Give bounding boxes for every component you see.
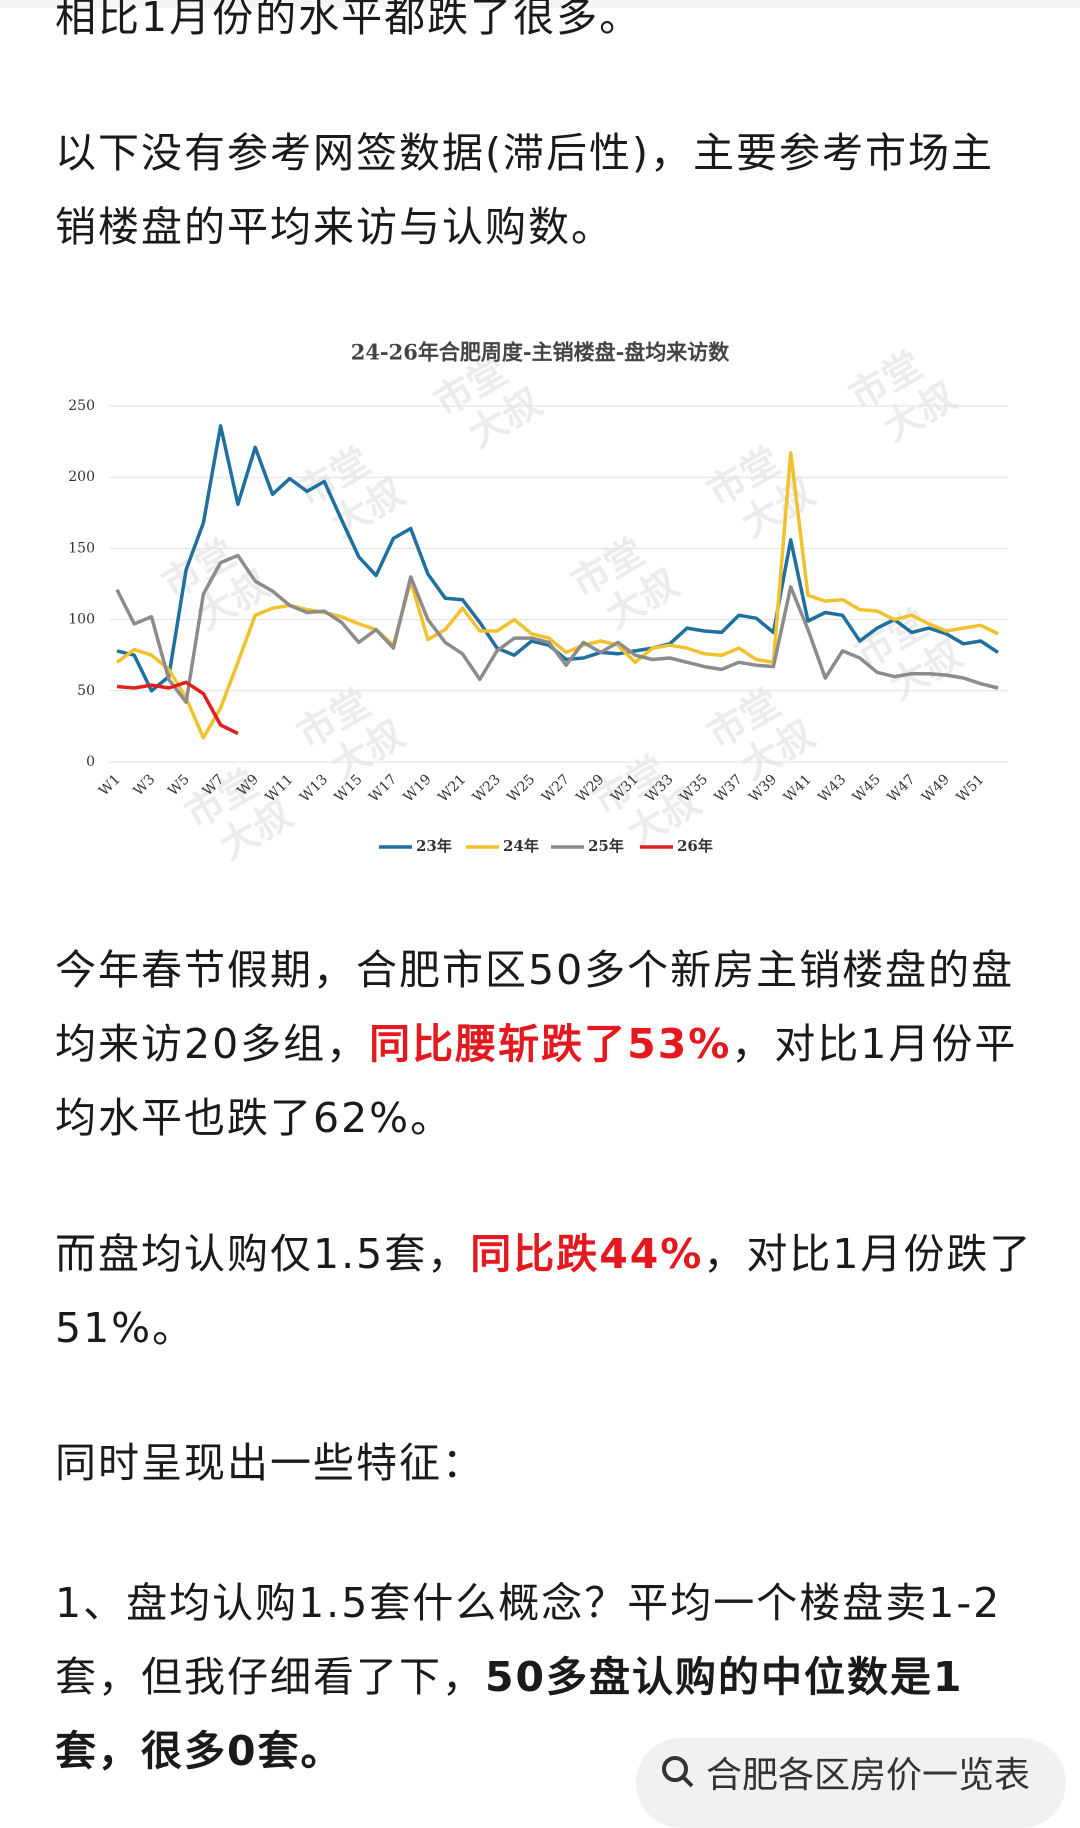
paragraph: 1、盘均认购1.5套什么概念？平均一个楼盘卖1-2套，但我仔细看了下，50多盘认… <box>55 1566 1035 1788</box>
x-tick-label: W1 <box>96 772 124 800</box>
paragraph: 而盘均认购仅1.5套，同比跌44%，对比1月份跌了51%。 <box>55 1217 1035 1365</box>
y-tick-label: 250 <box>68 398 95 414</box>
search-suggestion[interactable]: 合肥各区房价一览表 <box>636 1738 1066 1828</box>
text-run: 50多盘认购的中位数是1套，很多0套。 <box>55 1653 964 1775</box>
x-tick-label: W17 <box>366 772 400 806</box>
text-run: ，对比1月份平均水平也跌了62%。 <box>55 1020 1018 1142</box>
x-tick-label: W23 <box>470 772 504 806</box>
text-run: 同比跌44% <box>470 1230 704 1278</box>
x-tick-label: W49 <box>919 772 953 806</box>
x-tick-label: W3 <box>131 772 159 800</box>
text-run: 相比1月份的水平都跌了很多。 <box>55 0 643 41</box>
x-tick-label: W37 <box>712 772 746 806</box>
legend-label: 24年 <box>503 837 539 855</box>
x-tick-label: W27 <box>539 772 573 806</box>
y-tick-label: 150 <box>68 540 95 556</box>
series-line <box>115 553 999 704</box>
text-run: 今年春节假期，合肥市区50多个新房主销楼盘的盘均来访20多组， <box>55 946 1015 1068</box>
x-tick-label: W47 <box>884 772 918 806</box>
x-tick-label: W25 <box>504 772 538 806</box>
text-run: ，对比1月份跌了51%。 <box>55 1230 1033 1352</box>
y-tick-label: 0 <box>86 754 95 770</box>
legend-label: 26年 <box>677 837 713 855</box>
legend-label: 23年 <box>416 837 452 855</box>
series-line <box>115 451 999 740</box>
x-tick-label: W21 <box>435 772 469 806</box>
search-text: 合肥各区房价一览表 <box>706 1755 1031 1796</box>
text-run: 同比腰斩跌了53% <box>369 1020 732 1068</box>
search-icon <box>662 1756 694 1788</box>
text-run: 以下没有参考网签数据(滞后性)，主要参考市场主销楼盘的平均来访与认购数。 <box>55 129 994 251</box>
chart-title: 24-26年合肥周度-主销楼盘-盘均来访数 <box>351 340 731 365</box>
paragraph: 同时呈现出一些特征： <box>55 1426 1035 1500</box>
y-tick-label: 100 <box>68 612 95 628</box>
x-tick-label: W41 <box>781 772 815 806</box>
x-tick-label: W19 <box>401 772 435 806</box>
y-tick-label: 50 <box>77 683 95 699</box>
text-run: 同时呈现出一些特征： <box>55 1439 485 1487</box>
paragraph: 以下没有参考网签数据(滞后性)，主要参考市场主销楼盘的平均来访与认购数。 <box>55 116 1035 264</box>
text-run: 而盘均认购仅1.5套， <box>55 1230 471 1278</box>
paragraph: 今年春节假期，合肥市区50多个新房主销楼盘的盘均来访20多组，同比腰斩跌了53%… <box>55 933 1035 1155</box>
paragraph: 相比1月份的水平都跌了很多。 <box>55 0 1035 54</box>
y-tick-label: 200 <box>68 469 95 485</box>
x-tick-label: W51 <box>953 772 987 806</box>
x-tick-label: W13 <box>297 772 331 806</box>
x-tick-label: W45 <box>850 772 884 806</box>
top-edge <box>0 0 1080 8</box>
x-tick-label: W43 <box>815 772 849 806</box>
series-line <box>116 680 239 736</box>
legend-label: 25年 <box>588 837 624 855</box>
text-run: 1、盘均认购1.5套什么概念？平均一个楼盘卖1-2套，但我仔细看了下， <box>55 1579 1002 1701</box>
